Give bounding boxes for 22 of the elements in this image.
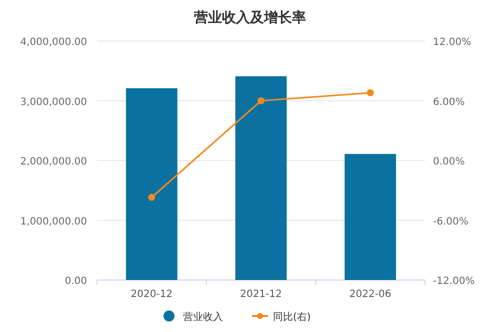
y-tick-label: 0.00	[64, 276, 87, 287]
y-tick-label: 2,000,000.00	[20, 156, 87, 168]
y2-tick-label: 6.00%	[433, 96, 465, 108]
legend-label: 营业收入	[183, 311, 223, 323]
y2-tick-label: -12.00%	[433, 276, 475, 287]
y2-tick-label: 12.00%	[433, 37, 472, 48]
bar	[344, 154, 396, 280]
y2-tick-label: -6.00%	[433, 216, 468, 228]
x-tick-label: 2022-06	[349, 289, 392, 300]
legend-label: 同比(右)	[273, 311, 311, 323]
point	[258, 97, 264, 104]
y-tick-label: 1,000,000.00	[20, 216, 87, 228]
point	[148, 194, 156, 201]
x-tick-label: 2020-12	[130, 289, 173, 300]
bar	[235, 76, 287, 280]
point	[366, 89, 374, 96]
x-tick-label: 2021-12	[240, 289, 282, 300]
y-tick-label: 4,000,000.00	[20, 37, 87, 48]
bar	[126, 88, 178, 280]
y2-tick-label: 0.00%	[433, 156, 465, 168]
y-tick-label: 3,000,000.00	[20, 96, 87, 108]
chart-title: 营业收入及增长率	[193, 9, 306, 26]
